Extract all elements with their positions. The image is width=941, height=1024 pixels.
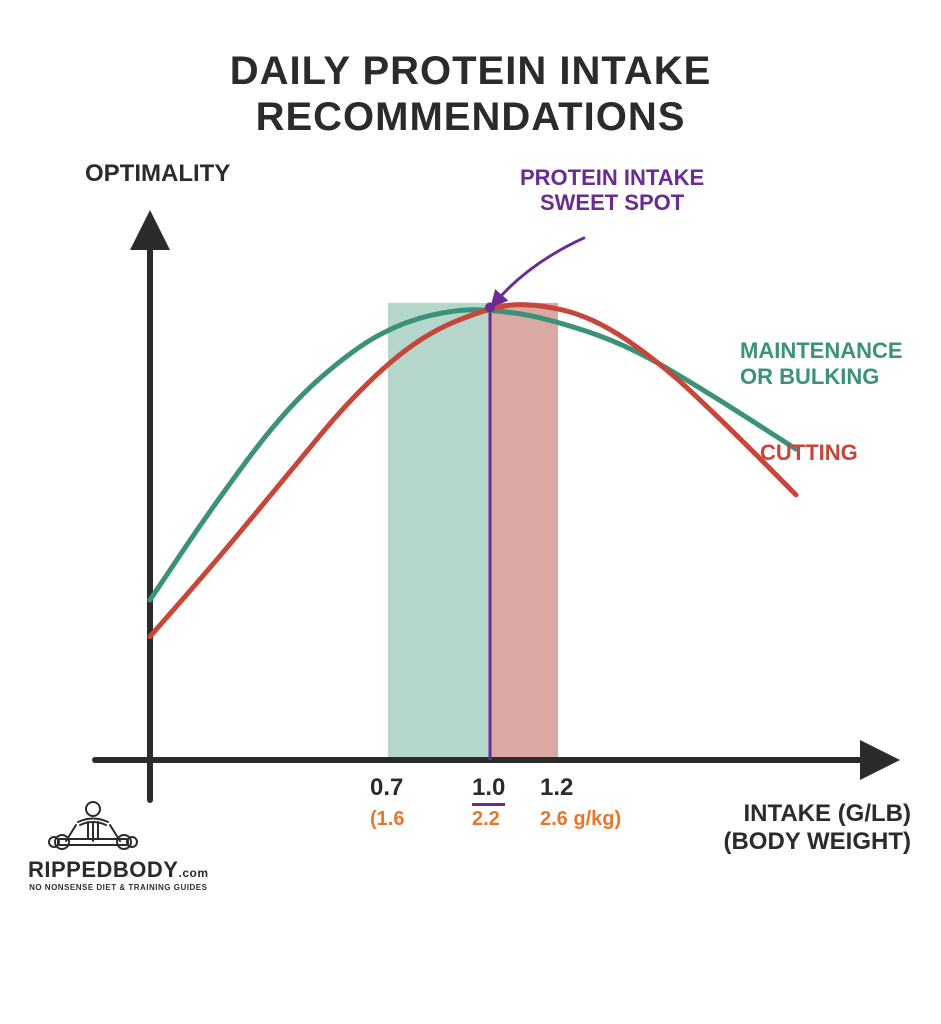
x-tick-secondary: 2.2 bbox=[472, 808, 500, 831]
x-axis-label: INTAKE (g/lb) (BODY WEIGHT) bbox=[723, 800, 911, 856]
chart-title: DAILY PROTEIN INTAKE RECOMMENDATIONS bbox=[0, 0, 941, 140]
x-tick-primary: 1.2 bbox=[540, 774, 573, 802]
cutting-label: CUTTING bbox=[760, 440, 858, 466]
sweet-spot-label: PROTEIN INTAKE SWEET SPOT bbox=[520, 165, 704, 216]
maintenance-label-l2: OR BULKING bbox=[740, 364, 903, 390]
brand-tagline: NO NONSENSE DIET & TRAINING GUIDES bbox=[28, 883, 209, 892]
brand-tld: .com bbox=[178, 866, 208, 880]
x-axis-label-l2: (BODY WEIGHT) bbox=[723, 828, 911, 856]
x-tick-secondary: (1.6 bbox=[370, 808, 404, 831]
chart-svg bbox=[0, 140, 941, 900]
brand-logo: RIPPEDBODY.com NO NONSENSE DIET & TRAINI… bbox=[28, 797, 209, 892]
title-line1: DAILY PROTEIN INTAKE bbox=[0, 48, 941, 94]
logo-icon bbox=[28, 797, 158, 857]
sweet-spot-line1: PROTEIN INTAKE bbox=[520, 165, 704, 190]
brand-text: RIPPEDBODY.com bbox=[28, 857, 209, 883]
x-tick-primary: 1.0 bbox=[472, 774, 505, 806]
maintenance-label-l1: MAINTENANCE bbox=[740, 338, 903, 364]
maintenance-zone bbox=[388, 303, 490, 760]
sweet-spot-line2: SWEET SPOT bbox=[520, 190, 704, 215]
sweet-spot-dot bbox=[485, 302, 495, 312]
x-axis-label-l1: INTAKE (g/lb) bbox=[723, 800, 911, 828]
cutting-zone bbox=[490, 303, 558, 760]
chart-area: OPTIMALITY PROTEIN INTAKE SWEET SPOT MAI… bbox=[0, 140, 941, 900]
title-line2: RECOMMENDATIONS bbox=[0, 94, 941, 140]
brand-name: RIPPEDBODY bbox=[28, 857, 178, 882]
sweet-spot-arrow bbox=[496, 237, 585, 301]
y-axis-label: OPTIMALITY bbox=[85, 160, 230, 188]
maintenance-label: MAINTENANCE OR BULKING bbox=[740, 338, 903, 391]
x-tick-primary: 0.7 bbox=[370, 774, 403, 802]
x-tick-secondary: 2.6 g/kg) bbox=[540, 808, 621, 831]
